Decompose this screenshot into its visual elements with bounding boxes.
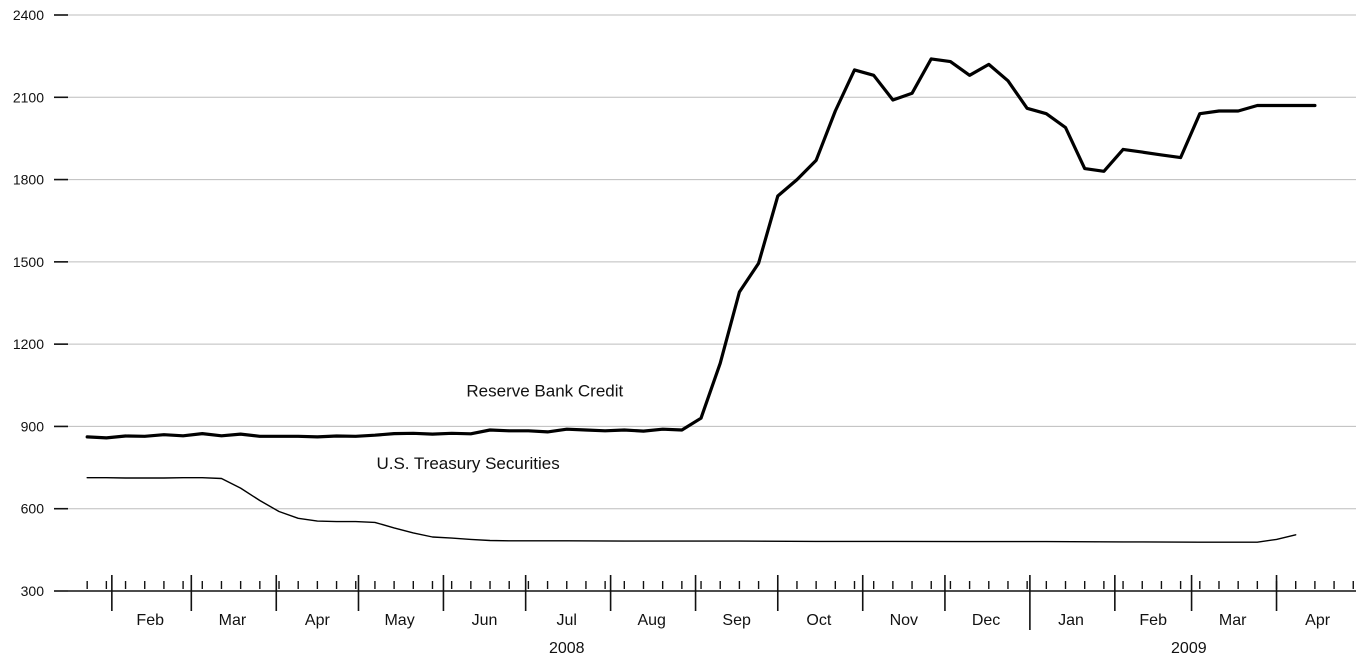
- month-label: Oct: [806, 612, 831, 629]
- month-label: Apr: [1305, 612, 1331, 629]
- month-label: Dec: [972, 612, 1000, 629]
- month-label: Nov: [890, 612, 918, 629]
- month-label: Feb: [1139, 612, 1167, 629]
- gridlines: [68, 14, 1356, 510]
- month-label: Jan: [1058, 612, 1084, 629]
- y-tick-label: 1200: [13, 336, 44, 352]
- y-tick-label: 1500: [13, 254, 44, 270]
- month-label: May: [384, 612, 414, 629]
- month-label: Jun: [472, 612, 498, 629]
- series-lines: [85, 57, 1317, 543]
- month-label: Feb: [136, 612, 164, 629]
- series-annotations: Reserve Bank Credit U.S. Treasury Securit…: [376, 381, 623, 473]
- series-label: U.S. Treasury Securities: [376, 454, 559, 473]
- month-label: Apr: [305, 612, 331, 629]
- month-label: Jul: [557, 612, 577, 629]
- month-label: Mar: [219, 612, 247, 629]
- y-tick-label: 1800: [13, 172, 44, 188]
- y-tick-label: 900: [21, 418, 45, 434]
- y-tick-label: 2400: [13, 7, 44, 23]
- reserve-bank-credit-line: [85, 57, 1317, 440]
- year-label: 2009: [1171, 640, 1207, 657]
- year-label: 2008: [549, 640, 585, 657]
- y-tick-label: 300: [21, 583, 45, 599]
- y-tick-label: 2100: [13, 89, 44, 105]
- month-label: Aug: [637, 612, 665, 629]
- series-label: Reserve Bank Credit: [466, 381, 623, 400]
- month-label: Sep: [722, 612, 751, 629]
- x-axis: Feb Mar Apr May Jun Jul Aug Sep Oct Nov Dec Jan Feb M…: [68, 575, 1356, 657]
- treasury-securities-line: [86, 477, 1297, 543]
- y-axis: 300 600 900 1200 1500 1800 2100 2400: [13, 7, 68, 599]
- month-label: Mar: [1219, 612, 1247, 629]
- y-tick-label: 600: [21, 501, 45, 517]
